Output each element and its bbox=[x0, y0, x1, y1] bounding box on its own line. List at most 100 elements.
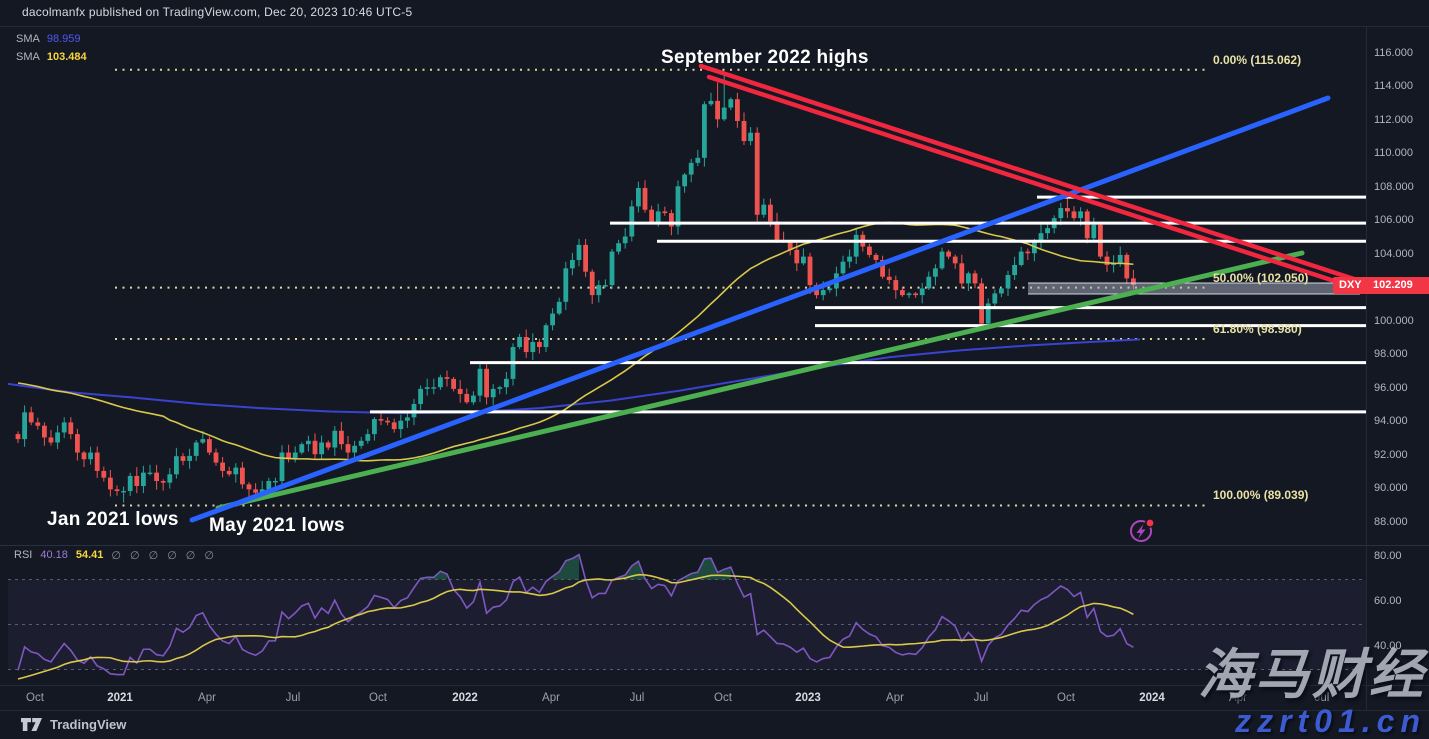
footer-divider bbox=[0, 710, 1429, 711]
fib-level-label: 50.00% (102.050) bbox=[1213, 270, 1309, 285]
candle bbox=[609, 251, 615, 286]
candle bbox=[768, 204, 773, 222]
sma1-value: 98.959 bbox=[46, 33, 81, 45]
candle bbox=[477, 368, 483, 396]
candle bbox=[319, 442, 324, 455]
candle bbox=[28, 412, 34, 423]
candle bbox=[61, 422, 67, 433]
candle bbox=[530, 342, 536, 353]
candle bbox=[378, 419, 384, 421]
rsi-axis-label: 80.00 bbox=[1374, 550, 1402, 562]
candle bbox=[372, 419, 377, 435]
price-pane[interactable] bbox=[8, 63, 1366, 523]
price-axis-label: 108.000 bbox=[1374, 180, 1414, 193]
rsi-ma-value: 54.41 bbox=[75, 549, 104, 561]
candle bbox=[15, 434, 21, 440]
publish-header: dacolmanfx published on TradingView.com,… bbox=[22, 5, 412, 19]
candle bbox=[1091, 224, 1097, 239]
candle bbox=[42, 425, 47, 438]
candle bbox=[108, 477, 113, 490]
candle bbox=[22, 412, 27, 440]
rsi-empty-slot: ∅ bbox=[185, 549, 196, 562]
candle bbox=[603, 285, 608, 287]
price-zone[interactable] bbox=[1028, 283, 1360, 294]
candle bbox=[847, 256, 852, 262]
tradingview-logo-icon[interactable] bbox=[20, 715, 43, 734]
price-axis-label: 110.000 bbox=[1374, 147, 1413, 160]
sma-fast-legend-row[interactable]: SMA 103.484 bbox=[16, 48, 87, 66]
rsi-line[interactable] bbox=[17, 553, 1134, 676]
candle bbox=[385, 420, 390, 423]
lightning-idea-marker-icon[interactable] bbox=[1127, 514, 1159, 546]
candle bbox=[424, 387, 430, 389]
candle bbox=[220, 462, 225, 471]
candle bbox=[292, 452, 298, 460]
time-axis-label: Oct bbox=[369, 692, 387, 704]
descending-channel-lower-red[interactable] bbox=[706, 74, 1366, 294]
rsi-legend[interactable]: RSI 40.18 54.41 ∅ ∅ ∅ ∅ ∅ ∅ bbox=[14, 548, 214, 562]
candle bbox=[966, 273, 971, 284]
price-axis-label: 112.000 bbox=[1374, 113, 1413, 126]
rsi-empty-slot: ∅ bbox=[167, 549, 177, 562]
price-axis[interactable]: 116.000 114.000 112.000 110.000 108.000 106.0… bbox=[1367, 0, 1429, 739]
time-axis[interactable]: Oct 2021 Apr Jul Oct 2022 Apr Jul Oct 2023 Apr Jul O… bbox=[0, 686, 1429, 710]
time-axis-label: Apr bbox=[542, 692, 560, 704]
candle bbox=[1058, 208, 1064, 219]
candle bbox=[688, 162, 694, 175]
candle bbox=[48, 437, 54, 443]
fib-level-label: 100.00% (89.039) bbox=[1213, 488, 1309, 503]
time-axis-label: 2022 bbox=[452, 692, 478, 704]
candle bbox=[484, 368, 489, 398]
time-axis-label: Apr bbox=[1229, 692, 1247, 704]
price-axis-label: 94.000 bbox=[1374, 415, 1408, 428]
sma-slow-legend-row[interactable]: SMA 98.959 bbox=[16, 30, 87, 48]
candle bbox=[114, 489, 120, 492]
pane-divider[interactable] bbox=[0, 545, 1429, 546]
ascending-trendline-green[interactable] bbox=[215, 250, 1305, 511]
candle bbox=[240, 467, 245, 485]
rsi-empty-slot: ∅ bbox=[204, 549, 214, 562]
price-axis-border bbox=[1366, 26, 1367, 710]
price-axis-label: 96.000 bbox=[1374, 381, 1408, 394]
price-axis-label: 104.000 bbox=[1374, 247, 1414, 260]
candle bbox=[141, 472, 146, 487]
annotation-may-2021-lows: May 2021 lows bbox=[209, 515, 345, 536]
ascending-trendline-blue[interactable] bbox=[189, 95, 1331, 523]
rsi-pane[interactable] bbox=[8, 553, 1366, 680]
candle bbox=[702, 104, 707, 158]
rsi-ma-line[interactable] bbox=[17, 573, 1134, 680]
candle bbox=[636, 187, 641, 207]
candle bbox=[1131, 278, 1136, 285]
candle bbox=[94, 452, 100, 471]
candle bbox=[55, 432, 60, 443]
candle bbox=[669, 213, 674, 227]
candle bbox=[457, 388, 463, 394]
price-axis-label: 98.000 bbox=[1374, 348, 1408, 361]
candle bbox=[81, 452, 87, 460]
candle bbox=[253, 489, 258, 493]
candle bbox=[246, 484, 252, 490]
candle bbox=[589, 271, 595, 296]
sma-200-line[interactable] bbox=[8, 338, 1141, 415]
descending-channel-upper-red[interactable] bbox=[698, 63, 1360, 283]
candle bbox=[174, 456, 179, 475]
candle bbox=[794, 249, 800, 264]
price-axis-label: 88.000 bbox=[1374, 515, 1408, 528]
tradingview-brand[interactable]: TradingView bbox=[50, 717, 127, 732]
candle bbox=[101, 470, 107, 478]
candle bbox=[801, 256, 806, 264]
time-axis-label: Oct bbox=[1057, 692, 1075, 704]
candle bbox=[1117, 254, 1123, 264]
candle bbox=[570, 259, 575, 269]
candle bbox=[35, 422, 41, 426]
rsi-value: 40.18 bbox=[40, 549, 68, 561]
candle bbox=[649, 209, 654, 224]
candle bbox=[728, 99, 734, 108]
time-axis-label: Jul bbox=[973, 692, 989, 704]
candle bbox=[438, 377, 443, 388]
candle bbox=[266, 480, 272, 490]
indicator-legend[interactable]: SMA 98.959 SMA 103.484 bbox=[16, 30, 87, 66]
candle bbox=[213, 452, 219, 463]
candle bbox=[853, 234, 859, 257]
